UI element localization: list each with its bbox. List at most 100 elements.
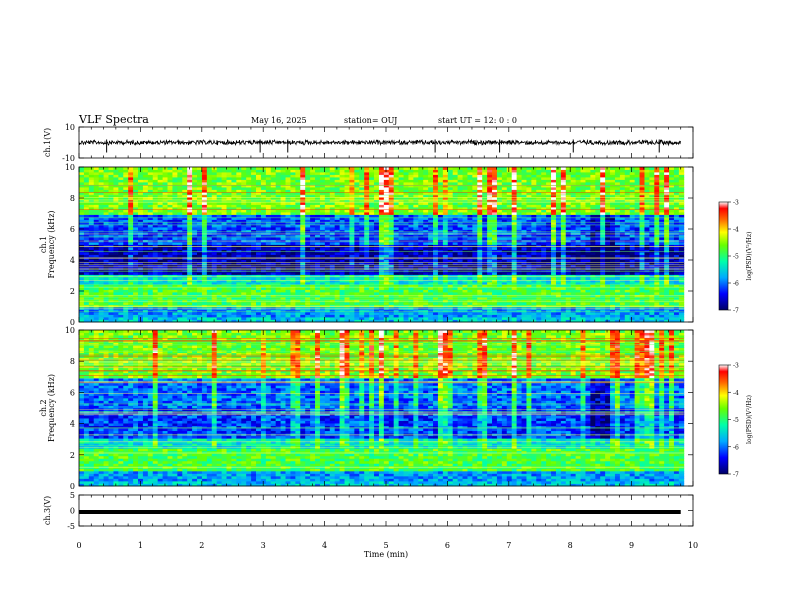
spectrogram-cell — [236, 237, 242, 240]
spectrogram-cell — [610, 312, 616, 315]
spectrogram-cell — [226, 274, 232, 278]
spectrogram-cell — [398, 224, 404, 228]
spectrogram-cell — [88, 232, 95, 235]
spectrogram-cell — [423, 317, 429, 320]
spectrogram-cell — [251, 284, 257, 288]
spectrogram-cell — [98, 302, 104, 305]
spectrogram-cell — [585, 262, 591, 265]
spectrogram-cell — [447, 319, 454, 323]
spectrogram-cell — [383, 289, 390, 293]
spectrogram-cell — [619, 277, 626, 280]
spectrogram-cell — [133, 254, 139, 258]
spectrogram-cell — [511, 282, 518, 285]
spectrogram-cell — [398, 277, 404, 280]
spectrogram-cell — [496, 289, 503, 293]
spectrogram-cell — [462, 284, 468, 288]
spectrogram-cell — [315, 314, 321, 318]
spectrogram-cell — [319, 289, 326, 293]
spectrogram-cell — [128, 282, 134, 285]
spectrogram-cell — [511, 317, 518, 320]
spectrogram-cell — [211, 317, 218, 320]
spectrogram-cell — [452, 297, 459, 300]
spectrogram-cell — [590, 254, 596, 258]
spectrogram-cell — [280, 279, 286, 283]
spectrogram-cell — [152, 272, 159, 275]
spectrogram-cell — [324, 272, 331, 275]
spectrogram-cell — [305, 284, 311, 288]
spectrogram-cell — [182, 224, 188, 228]
spectrogram-cell — [673, 319, 680, 323]
spectrogram-cell — [275, 317, 281, 320]
spectrogram-cell — [88, 242, 95, 245]
spectrogram-cell — [590, 262, 596, 265]
spectrogram-cell — [644, 234, 650, 238]
spectrogram-cell — [526, 267, 532, 270]
spectrogram-cell — [501, 317, 508, 320]
spectrogram-cell — [280, 249, 286, 253]
spectrogram-cell — [300, 269, 306, 273]
spectrogram-cell — [585, 272, 591, 275]
spectrogram-cell — [295, 267, 301, 270]
spectrogram-cell — [98, 297, 104, 300]
spectrogram-cell — [575, 262, 581, 265]
spectrogram-cell — [118, 279, 124, 283]
spectrogram-cell — [241, 272, 247, 275]
spectrogram-cell — [610, 302, 616, 305]
spectrogram-cell — [152, 227, 159, 230]
spectrogram-cell — [433, 237, 439, 240]
spectrogram-cell — [457, 237, 463, 240]
spectrogram-cell — [403, 227, 409, 230]
spectrogram-cell — [506, 279, 513, 283]
spectrogram-cell — [142, 252, 149, 255]
spectrogram-cell — [339, 269, 345, 273]
spectrogram-cell — [295, 289, 301, 293]
spectrogram-cell — [187, 312, 193, 315]
spectrogram-cell — [605, 267, 611, 270]
spectrogram-cell — [467, 289, 473, 293]
spectrogram-cell — [108, 284, 114, 288]
spectrogram-cell — [152, 222, 159, 225]
spectrogram-cell — [388, 317, 395, 320]
spectrogram-cell — [118, 232, 124, 235]
spectrogram-cell — [516, 282, 522, 285]
spectrogram-cell — [265, 289, 272, 293]
spectrogram-cell — [172, 284, 178, 288]
spectrogram-cell — [270, 267, 277, 270]
spectrogram-cell — [177, 229, 183, 233]
spectrogram-cell — [487, 279, 493, 283]
spectrogram-cell — [236, 284, 242, 288]
spectrogram-cell — [590, 237, 596, 240]
spectrogram-cell — [428, 277, 434, 280]
spectrogram-cell — [290, 252, 296, 255]
spectrogram-cell — [590, 287, 596, 290]
spectrogram-cell — [629, 297, 636, 300]
spectrogram-cell — [467, 264, 473, 268]
spectrogram-cell — [310, 297, 316, 300]
spectrogram-cell — [285, 222, 291, 225]
spectrogram-cell — [285, 309, 291, 313]
spectrogram-cell — [433, 274, 439, 278]
spectrogram-cell — [103, 277, 109, 280]
spectrogram-cell — [565, 234, 572, 238]
spectrogram-cell — [236, 307, 242, 310]
spectrogram-cell — [590, 274, 596, 278]
spectrogram-cell — [93, 262, 100, 265]
spectrogram-cell — [393, 227, 400, 230]
spectrogram-cell — [285, 302, 291, 305]
spectrogram-cell — [103, 222, 109, 225]
spectrogram-cell — [644, 277, 650, 280]
spectrogram-cell — [88, 277, 95, 280]
spectrogram-cell — [344, 289, 350, 293]
spectrogram-cell — [364, 319, 370, 323]
spectrogram-cell — [605, 224, 611, 228]
spectrogram-cell — [531, 249, 537, 253]
spectrogram-cell — [364, 267, 370, 270]
spectrogram-cell — [221, 237, 227, 240]
spectrogram-cell — [265, 309, 272, 313]
spectrogram-cell — [644, 274, 650, 278]
spectrogram-cell — [152, 274, 159, 278]
spectrogram-cell — [551, 284, 557, 288]
spectrogram-cell — [477, 232, 483, 235]
spectrogram-cell — [526, 282, 532, 285]
spectrogram-cell — [93, 254, 100, 258]
